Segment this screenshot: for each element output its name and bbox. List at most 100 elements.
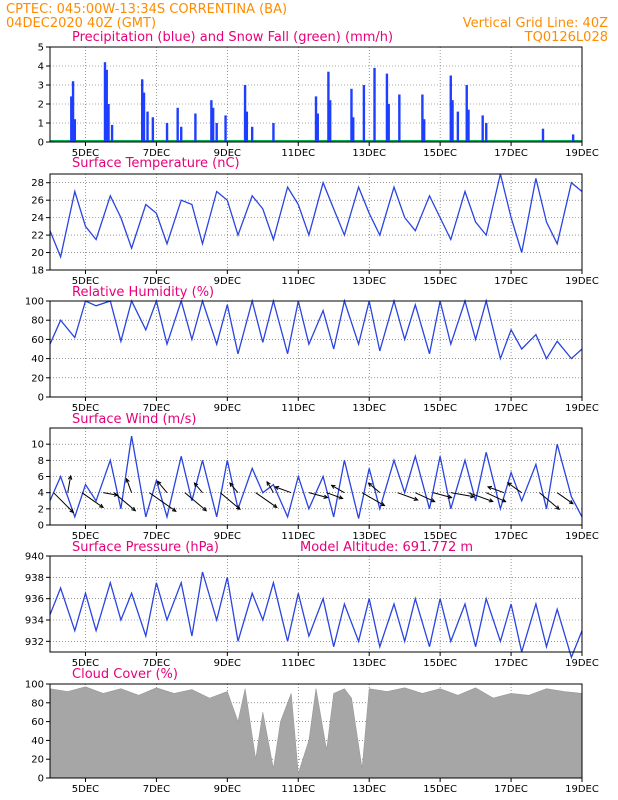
- pressure-ytick-label: 932: [25, 637, 44, 648]
- model-altitude: Model Altitude: 691.772 m: [300, 540, 473, 555]
- temp-xtick-label: 11DEC: [281, 276, 315, 287]
- pressure-ytick-label: 940: [25, 552, 44, 563]
- wind-arrow: [326, 492, 344, 500]
- precip-bar: [571, 134, 575, 142]
- wind-arrow-head: [131, 506, 137, 512]
- pressure-title: Surface Pressure (hPa): [72, 540, 219, 555]
- wind-arrow: [308, 492, 329, 499]
- precip-bar: [215, 123, 218, 142]
- wind-arrow-shaft: [487, 486, 505, 494]
- wind-arrow: [432, 492, 453, 499]
- cloud-xtick-label: 15DEC: [423, 784, 457, 795]
- rh-panel: [46, 298, 583, 401]
- model-code: TQ0126L028: [524, 30, 608, 45]
- wind-arrow-shaft: [507, 482, 522, 494]
- precip-ytick-label: 4: [38, 62, 44, 73]
- wind-arrow: [156, 480, 168, 493]
- precip-bar: [71, 81, 75, 142]
- wind-arrow: [506, 482, 522, 494]
- rh-xtick-label: 11DEC: [281, 403, 315, 414]
- precip-bar: [107, 104, 110, 142]
- wind-title: Surface Wind (m/s): [72, 412, 196, 427]
- rh-xtick-label: 15DEC: [423, 403, 457, 414]
- cloud-ytick-label: 60: [31, 717, 44, 728]
- wind-arrow-head: [430, 498, 436, 503]
- temp-ytick-label: 22: [31, 231, 44, 242]
- temp-xtick-label: 19DEC: [565, 276, 599, 287]
- temp-panel: [46, 173, 583, 274]
- precip-bar: [422, 119, 426, 142]
- precip-bar: [176, 107, 179, 142]
- cloud-xtick-label: 7DEC: [143, 784, 170, 795]
- wind-arrow-shaft: [331, 484, 345, 494]
- cloud-panel: [46, 683, 583, 782]
- precip-bar: [456, 111, 460, 142]
- wind-arrow-head: [413, 496, 419, 501]
- precip-xtick-label: 17DEC: [494, 148, 528, 159]
- rh-xtick-label: 9DEC: [214, 403, 241, 414]
- rh-xtick-label: 19DEC: [565, 403, 599, 414]
- wind-frame: [49, 427, 583, 526]
- wind-arrow-head: [380, 502, 386, 507]
- precip-bar: [541, 128, 545, 142]
- wind-arrow: [486, 485, 505, 494]
- wind-arrow-head: [272, 503, 278, 509]
- wind-ytick-label: 0: [38, 521, 44, 532]
- wind-arrow-shaft: [432, 492, 452, 499]
- precip-frame: [49, 46, 583, 143]
- cloud-xtick-label: 19DEC: [565, 784, 599, 795]
- precip-bar: [362, 85, 366, 142]
- rh-ytick-label: 20: [31, 373, 44, 384]
- temp-ytick-label: 26: [31, 196, 44, 207]
- precip-xtick-label: 11DEC: [281, 148, 315, 159]
- temp-series-line: [49, 173, 583, 260]
- cloud-xtick-label: 17DEC: [494, 784, 528, 795]
- wind-arrow-head: [266, 480, 271, 486]
- wind-arrow: [193, 482, 203, 493]
- wind-arrow-shaft: [255, 492, 278, 508]
- precip-bar: [316, 113, 319, 142]
- pressure-xtick-label: 11DEC: [281, 658, 315, 669]
- precip-bar: [141, 79, 144, 142]
- wind-arrow-shaft: [468, 492, 493, 502]
- precip-ytick-label: 2: [38, 100, 44, 111]
- precip-ytick-label: 3: [38, 81, 44, 92]
- precip-bar: [465, 85, 468, 142]
- precip-panel: [46, 46, 583, 146]
- rh-frame: [49, 300, 583, 398]
- run-date: 04DEC2020 40Z (GMT): [6, 16, 156, 31]
- precip-bar: [243, 85, 247, 142]
- precip-ytick-label: 5: [38, 43, 44, 54]
- precip-bar: [73, 119, 77, 142]
- wind-arrow: [556, 492, 574, 505]
- precip-xtick-label: 19DEC: [565, 148, 599, 159]
- wind-arrow-shaft: [219, 492, 241, 510]
- wind-ytick-label: 6: [38, 472, 44, 483]
- cloud-xtick-label: 5DEC: [72, 784, 99, 795]
- temp-xtick-label: 13DEC: [352, 276, 386, 287]
- wind-ytick-label: 10: [31, 440, 44, 451]
- cloud-frame: [49, 683, 583, 779]
- wind-ytick-label: 2: [38, 504, 44, 515]
- temp-xtick-label: 15DEC: [423, 276, 457, 287]
- wind-arrow-shaft: [229, 482, 239, 493]
- wind-arrow-head: [568, 499, 574, 505]
- wind-arrow-shaft: [450, 492, 475, 498]
- precip-bar: [211, 107, 215, 142]
- precip-bar: [467, 109, 470, 142]
- wind-arrow: [450, 492, 476, 499]
- pressure-xtick-label: 5DEC: [72, 658, 99, 669]
- wind-arrow-head: [69, 508, 75, 514]
- precip-bar: [314, 96, 318, 142]
- pressure-ytick-label: 934: [25, 616, 44, 627]
- precip-xtick-label: 7DEC: [143, 148, 170, 159]
- wind-xtick-label: 9DEC: [214, 531, 241, 542]
- wind-arrow-shaft: [81, 492, 104, 508]
- wind-arrow: [113, 492, 137, 512]
- wind-arrow: [53, 492, 75, 514]
- wind-arrow: [266, 480, 274, 493]
- temp-ytick-label: 24: [31, 213, 44, 224]
- precip-xtick-label: 13DEC: [352, 148, 386, 159]
- rh-xtick-label: 5DEC: [72, 403, 99, 414]
- wind-arrow: [255, 492, 278, 509]
